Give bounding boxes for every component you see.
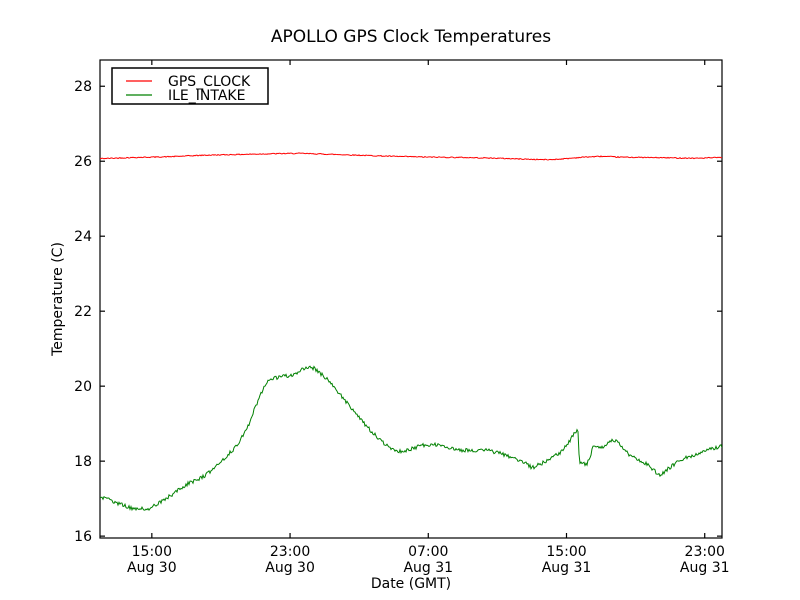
chart-title: APOLLO GPS Clock Temperatures <box>271 27 551 47</box>
plot-border <box>99 59 723 539</box>
y-tick-label: 24 <box>74 229 92 245</box>
x-axis-label: Date (GMT) <box>371 576 451 592</box>
y-tick-label: 16 <box>74 529 92 545</box>
x-tick-label-date: Aug 31 <box>680 560 730 576</box>
y-tick-label: 26 <box>74 154 92 170</box>
x-tick-label-time: 15:00 <box>132 544 172 560</box>
legend: GPS_CLOCK ILE_INTAKE <box>111 67 269 105</box>
legend-box <box>111 67 269 105</box>
x-tick-label-time: 23:00 <box>685 544 725 560</box>
legend-label-gps-clock: GPS_CLOCK <box>168 74 251 90</box>
series-line-ile_intake <box>100 365 722 512</box>
legend-label-ile-intake: ILE_INTAKE <box>168 88 245 104</box>
x-tick-label-date: Aug 31 <box>403 560 453 576</box>
x-tick-label-time: 07:00 <box>408 544 448 560</box>
y-tick-label: 22 <box>74 304 92 320</box>
series-line-gps_clock <box>100 152 722 161</box>
y-tick-label: 20 <box>74 379 92 395</box>
x-tick-label-time: 23:00 <box>270 544 310 560</box>
x-tick-label-time: 15:00 <box>546 544 586 560</box>
x-tick-label-date: Aug 30 <box>265 560 315 576</box>
x-tick-label-date: Aug 31 <box>542 560 592 576</box>
y-tick-label: 18 <box>74 454 92 470</box>
y-tick-label: 28 <box>74 79 92 95</box>
data-series <box>100 152 722 512</box>
y-axis-label: Temperature (C) <box>50 242 66 357</box>
x-tick-label-date: Aug 30 <box>127 560 177 576</box>
axis-ticks <box>100 60 722 538</box>
